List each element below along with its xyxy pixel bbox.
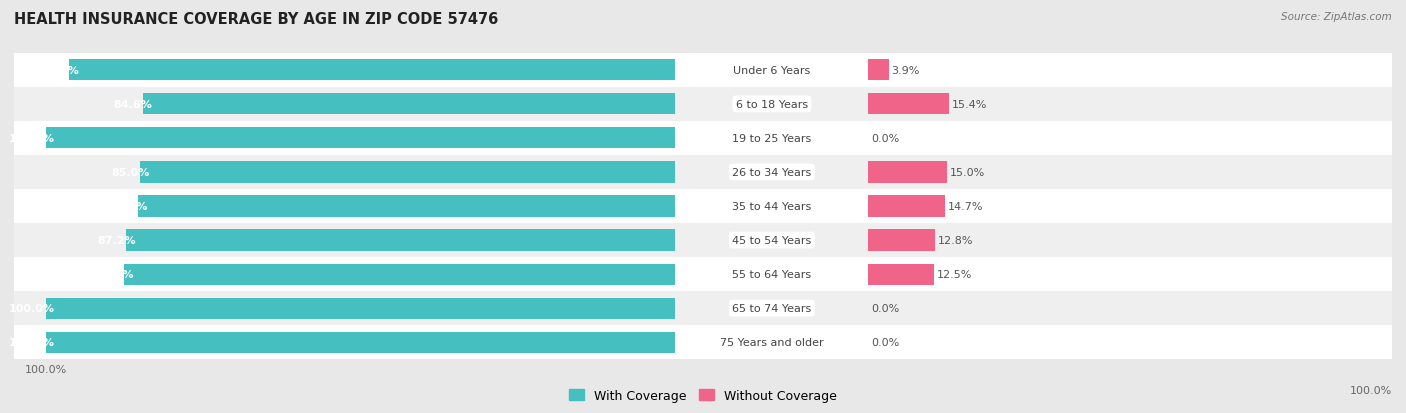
Bar	[675, 156, 869, 190]
Text: 100.0%: 100.0%	[8, 337, 55, 347]
Text: Source: ZipAtlas.com: Source: ZipAtlas.com	[1281, 12, 1392, 22]
Bar	[675, 223, 869, 257]
Bar	[869, 54, 1392, 88]
Bar	[675, 190, 869, 223]
Bar	[45, 298, 675, 319]
Text: 0.0%: 0.0%	[870, 133, 900, 144]
Text: 0.0%: 0.0%	[870, 337, 900, 347]
Bar	[14, 292, 675, 325]
Bar	[14, 223, 675, 257]
Text: 75 Years and older: 75 Years and older	[720, 337, 824, 347]
Text: 65 to 74 Years: 65 to 74 Years	[733, 304, 811, 313]
Bar	[869, 325, 1392, 359]
Bar	[45, 128, 675, 149]
Bar	[124, 264, 675, 285]
Bar	[869, 60, 889, 81]
Bar	[138, 196, 675, 217]
Bar	[869, 94, 949, 115]
Bar	[69, 60, 675, 81]
Text: 3.9%: 3.9%	[891, 66, 920, 76]
Bar	[869, 196, 945, 217]
Bar	[869, 121, 1392, 156]
Bar	[675, 88, 869, 121]
Text: Under 6 Years: Under 6 Years	[734, 66, 810, 76]
Bar	[675, 292, 869, 325]
Text: 45 to 54 Years: 45 to 54 Years	[733, 235, 811, 245]
Text: 15.4%: 15.4%	[952, 100, 987, 109]
Bar	[869, 190, 1392, 223]
Bar	[14, 121, 675, 156]
Bar	[14, 156, 675, 190]
Bar	[14, 54, 675, 88]
Text: 100.0%: 100.0%	[8, 133, 55, 144]
Text: 84.6%: 84.6%	[112, 100, 152, 109]
Text: 35 to 44 Years: 35 to 44 Years	[733, 202, 811, 211]
Text: 19 to 25 Years: 19 to 25 Years	[733, 133, 811, 144]
Bar	[869, 292, 1392, 325]
Bar	[869, 223, 1392, 257]
Text: 100.0%: 100.0%	[1350, 385, 1392, 395]
Bar	[675, 325, 869, 359]
Bar	[14, 257, 675, 292]
Text: 85.0%: 85.0%	[111, 168, 149, 178]
Text: 0.0%: 0.0%	[870, 304, 900, 313]
Text: 96.2%: 96.2%	[39, 66, 79, 76]
Text: 15.0%: 15.0%	[949, 168, 984, 178]
Bar	[675, 54, 869, 88]
Bar	[45, 332, 675, 353]
Bar	[141, 162, 675, 183]
Bar	[14, 190, 675, 223]
Text: 26 to 34 Years: 26 to 34 Years	[733, 168, 811, 178]
Text: 87.5%: 87.5%	[96, 269, 134, 280]
Legend: With Coverage, Without Coverage: With Coverage, Without Coverage	[564, 384, 842, 407]
Text: 85.3%: 85.3%	[110, 202, 148, 211]
Text: 12.8%: 12.8%	[938, 235, 973, 245]
Bar	[869, 156, 1392, 190]
Bar	[142, 94, 675, 115]
Text: 14.7%: 14.7%	[948, 202, 983, 211]
Bar	[869, 230, 935, 251]
Bar	[869, 257, 1392, 292]
Bar	[14, 325, 675, 359]
Text: 12.5%: 12.5%	[936, 269, 972, 280]
Text: HEALTH INSURANCE COVERAGE BY AGE IN ZIP CODE 57476: HEALTH INSURANCE COVERAGE BY AGE IN ZIP …	[14, 12, 498, 27]
Text: 55 to 64 Years: 55 to 64 Years	[733, 269, 811, 280]
Bar	[127, 230, 675, 251]
Bar	[869, 88, 1392, 121]
Text: 87.2%: 87.2%	[97, 235, 135, 245]
Bar	[675, 121, 869, 156]
Text: 6 to 18 Years: 6 to 18 Years	[735, 100, 808, 109]
Bar	[675, 257, 869, 292]
Bar	[869, 264, 934, 285]
Text: 100.0%: 100.0%	[8, 304, 55, 313]
Bar	[14, 88, 675, 121]
Bar	[869, 162, 946, 183]
